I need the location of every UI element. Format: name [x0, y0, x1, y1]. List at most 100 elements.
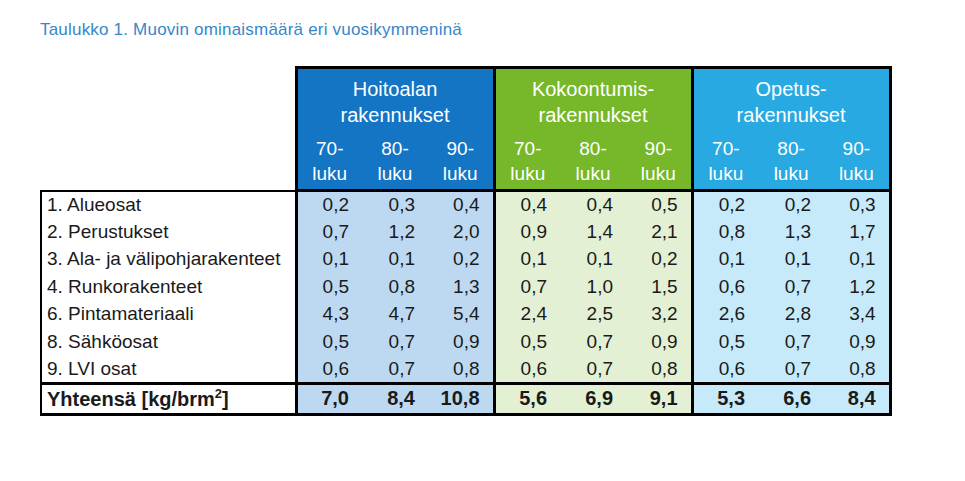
total-cell: 7,0	[296, 383, 362, 414]
data-cell: 0,2	[692, 191, 758, 219]
data-cell: 3,4	[824, 301, 890, 329]
total-row-label: Yhteensä [kg/brm2]	[41, 383, 296, 414]
data-cell: 0,5	[296, 328, 362, 356]
data-cell: 0,9	[428, 328, 494, 356]
data-cell: 0,9	[494, 218, 560, 246]
data-cell: 0,9	[626, 328, 692, 356]
decade-header-90: 90-luku	[428, 133, 494, 191]
data-cell: 0,6	[692, 273, 758, 301]
plastics-quantity-table: Hoitoalan rakennukset Kokoontumis- raken…	[40, 66, 892, 416]
data-cell: 2,1	[626, 218, 692, 246]
data-cell: 0,5	[296, 273, 362, 301]
row-label: 3. Ala- ja välipohjarakenteet	[41, 246, 296, 274]
total-cell: 6,6	[758, 383, 824, 414]
data-cell: 0,8	[692, 218, 758, 246]
data-cell: 4,3	[296, 301, 362, 329]
data-cell: 0,2	[626, 246, 692, 274]
data-cell: 2,5	[560, 301, 626, 329]
data-cell: 3,2	[626, 301, 692, 329]
table-row: 6. Pintamateriaali 4,3 4,7 5,4 2,4 2,5 3…	[41, 301, 890, 329]
decade-header-70: 70-luku	[296, 133, 362, 191]
data-cell: 0,1	[560, 246, 626, 274]
total-cell: 8,4	[824, 383, 890, 414]
data-cell: 1,2	[362, 218, 428, 246]
data-cell: 0,1	[362, 246, 428, 274]
group-header-line1: Hoitoalan	[353, 78, 438, 100]
data-cell: 0,1	[296, 246, 362, 274]
table-row: 8. Sähköosat 0,5 0,7 0,9 0,5 0,7 0,9 0,5…	[41, 328, 890, 356]
data-cell: 0,4	[428, 191, 494, 219]
group-header-hoitoalan: Hoitoalan rakennukset	[296, 68, 494, 134]
total-cell: 10,8	[428, 383, 494, 414]
decade-header-90: 90-luku	[824, 133, 890, 191]
data-cell: 0,3	[362, 191, 428, 219]
corner-spacer	[41, 68, 296, 191]
group-header-opetus: Opetus- rakennukset	[692, 68, 890, 134]
table-row: 9. LVI osat 0,6 0,7 0,8 0,6 0,7 0,8 0,6 …	[41, 356, 890, 384]
total-cell: 9,1	[626, 383, 692, 414]
data-cell: 0,7	[560, 356, 626, 384]
decade-header-70: 70-luku	[494, 133, 560, 191]
data-cell: 2,8	[758, 301, 824, 329]
data-cell: 0,7	[362, 328, 428, 356]
decade-header-80: 80-luku	[362, 133, 428, 191]
superscript-2: 2	[215, 386, 222, 401]
data-cell: 2,4	[494, 301, 560, 329]
data-cell: 2,6	[692, 301, 758, 329]
data-cell: 2,0	[428, 218, 494, 246]
data-cell: 0,4	[560, 191, 626, 219]
data-cell: 0,8	[824, 356, 890, 384]
group-header-kokoontumis: Kokoontumis- rakennukset	[494, 68, 692, 134]
data-cell: 0,1	[758, 246, 824, 274]
data-cell: 0,8	[428, 356, 494, 384]
page: Taulukko 1. Muovin ominaismäärä eri vuos…	[0, 0, 965, 416]
total-row: Yhteensä [kg/brm2] 7,0 8,4 10,8 5,6 6,9 …	[41, 383, 890, 414]
decade-header-70: 70-luku	[692, 133, 758, 191]
table-row: 3. Ala- ja välipohjarakenteet 0,1 0,1 0,…	[41, 246, 890, 274]
data-cell: 0,2	[428, 246, 494, 274]
decade-header-80: 80-luku	[758, 133, 824, 191]
total-cell: 6,9	[560, 383, 626, 414]
group-header-row: Hoitoalan rakennukset Kokoontumis- raken…	[41, 68, 890, 134]
data-cell: 1,7	[824, 218, 890, 246]
row-label: 6. Pintamateriaali	[41, 301, 296, 329]
group-header-line2: rakennukset	[341, 104, 450, 126]
data-cell: 0,7	[362, 356, 428, 384]
total-cell: 5,3	[692, 383, 758, 414]
data-cell: 0,2	[758, 191, 824, 219]
group-header-line2: rakennukset	[539, 104, 648, 126]
data-cell: 0,5	[494, 328, 560, 356]
row-label: 1. Alueosat	[41, 191, 296, 219]
data-cell: 1,5	[626, 273, 692, 301]
data-cell: 0,7	[758, 273, 824, 301]
table-row: 4. Runkorakenteet 0,5 0,8 1,3 0,7 1,0 1,…	[41, 273, 890, 301]
group-header-line1: Opetus-	[756, 78, 827, 100]
data-cell: 0,7	[296, 218, 362, 246]
data-cell: 1,4	[560, 218, 626, 246]
decade-header-80: 80-luku	[560, 133, 626, 191]
data-cell: 0,2	[296, 191, 362, 219]
data-cell: 0,8	[362, 273, 428, 301]
data-cell: 0,5	[626, 191, 692, 219]
data-cell: 0,1	[494, 246, 560, 274]
group-header-line1: Kokoontumis-	[532, 78, 654, 100]
data-cell: 0,7	[494, 273, 560, 301]
data-cell: 0,6	[494, 356, 560, 384]
data-cell: 1,3	[428, 273, 494, 301]
row-label: 8. Sähköosat	[41, 328, 296, 356]
data-cell: 5,4	[428, 301, 494, 329]
total-cell: 5,6	[494, 383, 560, 414]
data-cell: 0,4	[494, 191, 560, 219]
data-cell: 4,7	[362, 301, 428, 329]
row-label: 9. LVI osat	[41, 356, 296, 384]
data-cell: 1,0	[560, 273, 626, 301]
data-cell: 0,7	[560, 328, 626, 356]
data-cell: 0,3	[824, 191, 890, 219]
data-cell: 0,8	[626, 356, 692, 384]
data-cell: 0,7	[758, 356, 824, 384]
data-cell: 0,6	[296, 356, 362, 384]
data-cell: 1,3	[758, 218, 824, 246]
table-row: 1. Alueosat 0,2 0,3 0,4 0,4 0,4 0,5 0,2 …	[41, 191, 890, 219]
data-cell: 0,5	[692, 328, 758, 356]
data-cell: 0,1	[692, 246, 758, 274]
